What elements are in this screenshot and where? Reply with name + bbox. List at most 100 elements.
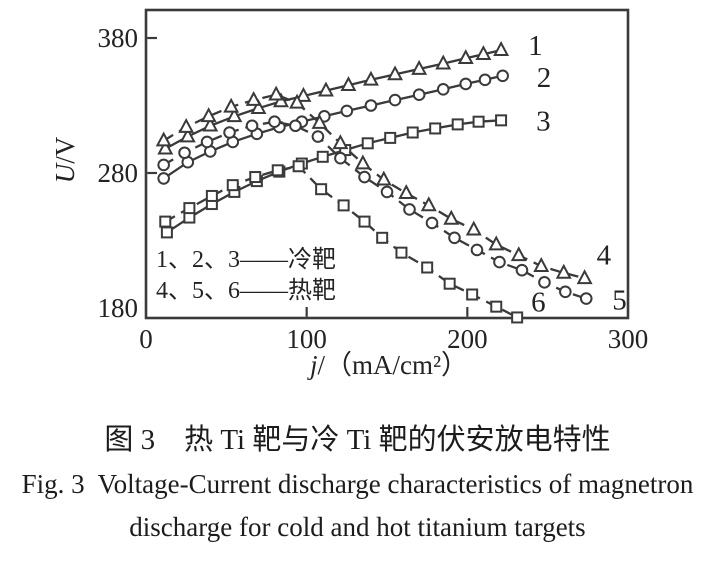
series-2-line <box>163 74 503 180</box>
triangle-marker <box>245 90 262 106</box>
triangle-marker <box>226 107 243 123</box>
circle-marker <box>157 158 170 172</box>
triangle-marker <box>202 116 219 132</box>
square-marker <box>395 246 408 259</box>
square-marker <box>466 288 479 301</box>
triangle-marker <box>398 184 415 200</box>
square-marker <box>406 126 419 139</box>
square-marker <box>429 122 442 135</box>
triangle-marker <box>354 154 371 170</box>
square-marker <box>472 115 485 128</box>
x-tick-label-300: 300 <box>608 324 649 354</box>
circle-marker <box>425 216 439 230</box>
square-marker <box>358 215 371 228</box>
square-marker <box>495 114 508 127</box>
triangle-marker <box>411 59 428 75</box>
circle-marker <box>493 255 506 269</box>
circle-marker <box>268 115 281 128</box>
circle-marker <box>340 104 354 118</box>
figure-caption: 图 3 热 Ti 靶与冷 Ti 靶的伏安放电特性 Fig. 3 Voltage-… <box>0 417 715 549</box>
x-tick-label-200: 200 <box>447 324 488 354</box>
series-4: 4 <box>155 85 612 285</box>
triangle-marker <box>576 269 593 285</box>
circle-marker <box>579 292 593 305</box>
circle-marker <box>459 77 473 91</box>
curve-label-5: 5 <box>612 285 627 317</box>
curve-label-3: 3 <box>536 105 551 137</box>
x-tick-label-100: 100 <box>286 324 327 354</box>
series-5: 5 <box>157 115 627 317</box>
square-marker <box>490 300 503 313</box>
square-marker <box>384 131 397 144</box>
y-axis-unit: /V <box>50 136 80 164</box>
triangle-marker <box>340 76 357 92</box>
circle-marker <box>436 83 450 96</box>
legend-line-cold: 1、2、3——冷靶 <box>156 246 336 273</box>
triangle-marker <box>493 41 510 56</box>
square-marker <box>249 171 262 184</box>
caption-english-line1: Fig. 3 Voltage-Current discharge charact… <box>21 469 694 499</box>
triangle-marker <box>375 170 392 186</box>
circle-marker <box>388 93 402 107</box>
triangle-marker <box>465 220 482 236</box>
circle-marker <box>289 119 302 133</box>
triangle-marker <box>157 139 174 155</box>
circle-marker <box>478 73 492 87</box>
square-marker <box>337 199 350 212</box>
circle-marker <box>448 231 461 245</box>
circle-marker <box>178 146 191 160</box>
triangle-marker <box>223 97 240 113</box>
square-marker <box>271 164 284 177</box>
triangle-marker <box>387 65 404 81</box>
square-marker <box>421 261 434 274</box>
circle-marker <box>538 276 551 289</box>
circle-marker <box>412 88 426 101</box>
triangle-marker <box>435 54 452 70</box>
circle-marker <box>403 203 416 216</box>
triangle-marker <box>155 131 172 147</box>
circle-marker <box>245 119 259 133</box>
triangle-marker <box>533 257 550 272</box>
circle-marker <box>200 135 214 149</box>
triangle-marker <box>250 99 267 114</box>
square-marker <box>205 189 218 202</box>
curve-label-2: 2 <box>537 62 552 94</box>
y-tick-label-280: 280 <box>98 158 139 188</box>
series-1: 1 <box>157 30 543 155</box>
triangle-marker <box>311 113 328 129</box>
triangle-marker <box>295 86 312 102</box>
circle-marker <box>157 172 170 185</box>
curve-label-6: 6 <box>531 286 546 318</box>
plot-frame <box>144 8 630 320</box>
triangle-marker <box>420 196 437 212</box>
caption-chinese: 图 3 热 Ti 靶与冷 Ti 靶的伏安放电特性 <box>104 424 611 456</box>
x-axis-variable: j <box>307 350 318 380</box>
square-marker <box>361 137 374 150</box>
square-marker <box>315 183 328 196</box>
triangle-marker <box>457 49 474 65</box>
circle-marker <box>223 126 236 139</box>
square-marker <box>451 118 464 131</box>
triangle-marker <box>200 107 217 123</box>
series-layer: 12 3 45 6 <box>155 30 627 324</box>
circle-marker <box>496 69 509 83</box>
square-marker <box>183 202 196 215</box>
circle-marker <box>311 130 325 143</box>
legend-line-hot: 4、5、6——热靶 <box>156 277 336 304</box>
series-6: 6 <box>159 160 546 324</box>
square-marker <box>376 231 389 244</box>
triangle-marker <box>332 134 349 150</box>
square-marker <box>226 179 239 192</box>
circle-marker <box>334 151 347 165</box>
triangle-marker <box>488 235 505 251</box>
triangle-marker <box>317 81 334 97</box>
triangle-marker <box>475 45 492 60</box>
x-axis-label: j/（mA/cm²） <box>307 350 468 380</box>
triangle-marker <box>179 127 196 143</box>
circle-marker <box>364 99 378 112</box>
x-tick-label-0: 0 <box>139 324 153 354</box>
y-tick-label-380: 380 <box>98 23 139 53</box>
curve-label-4: 4 <box>597 239 612 271</box>
caption-english-line2: discharge for cold and hot titanium targ… <box>129 512 586 542</box>
triangle-marker <box>268 85 285 101</box>
